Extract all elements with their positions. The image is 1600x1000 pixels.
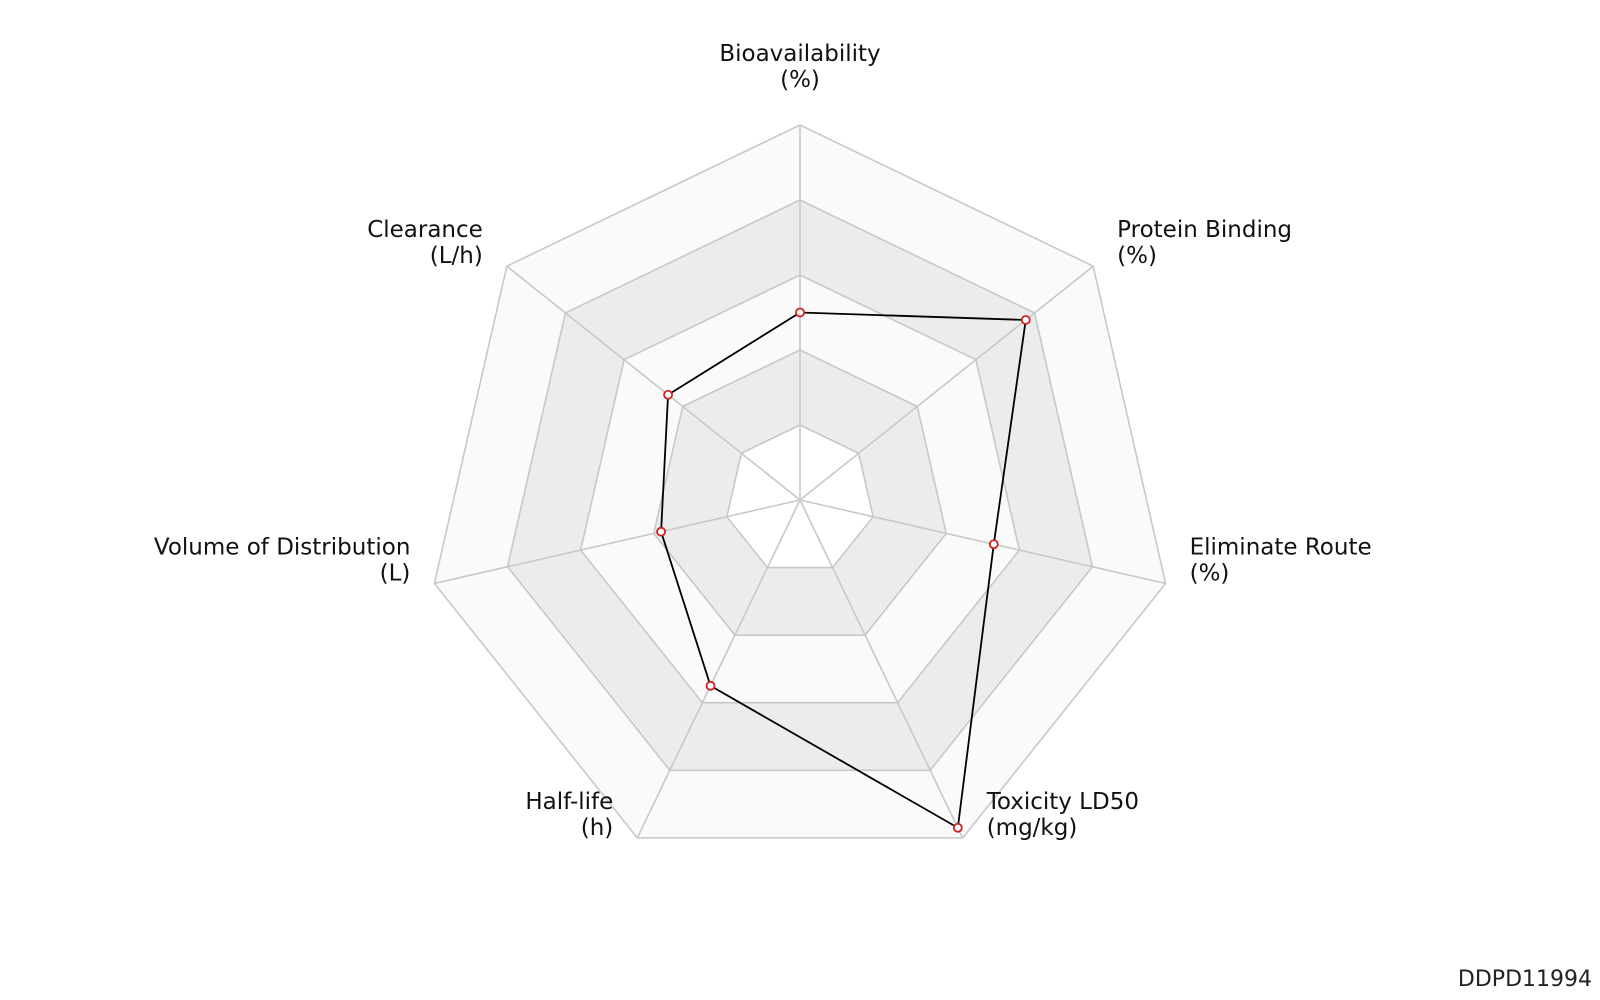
data-point-7: [663, 389, 673, 400]
axis-label-name-6: Volume of Distribution: [154, 534, 411, 560]
axis-label-name-3: Eliminate Route: [1190, 534, 1372, 560]
axis-labels: Bioavailability (%)Protein Binding (%)Elim…: [154, 41, 1372, 841]
axis-spoke-4: [799, 499, 964, 839]
ring-gridline-3: [579, 274, 1021, 704]
axis-spoke-5: [636, 499, 801, 839]
axis-label-3: Eliminate Route (%): [1190, 534, 1372, 586]
axis-spoke-2: [799, 265, 1094, 501]
axis-label-unit-3: (%): [1190, 560, 1230, 586]
axis-label-name-5: Half-life: [525, 789, 613, 815]
data-point-2: [1020, 315, 1031, 325]
ring-gridline-1: [726, 424, 874, 569]
ring-gridline-4: [506, 199, 1094, 772]
axis-label-name-1: Bioavailability: [719, 41, 880, 67]
data-point-6: [656, 526, 666, 537]
axis-spoke-7: [506, 265, 801, 501]
axis-label-name-7: Clearance: [367, 217, 483, 243]
axis-label-6: Volume of Distribution (L): [154, 534, 411, 586]
series-line: [660, 311, 1027, 830]
grid-lines: [433, 124, 1167, 839]
axis-label-unit-4: (mg/kg): [987, 815, 1078, 841]
ring-gridline-2: [652, 349, 948, 636]
data-point-1: [795, 307, 805, 318]
axis-label-name-4: Toxicity LD50: [986, 789, 1139, 815]
axis-label-unit-1: (%): [780, 67, 820, 93]
axis-label-unit-7: (L/h): [430, 243, 483, 269]
axis-label-name-2: Protein Binding: [1117, 217, 1292, 243]
axis-spoke-3: [799, 499, 1166, 585]
data-point-5: [705, 680, 716, 691]
axis-label-unit-5: (h): [581, 815, 614, 841]
axis-label-1: Bioavailability (%): [719, 41, 880, 93]
axis-label-unit-2: (%): [1117, 243, 1157, 269]
watermark-id: DDPD11994: [1457, 967, 1592, 992]
ring-gridline-5: [433, 124, 1167, 839]
axis-label-4: Toxicity LD50 (mg/kg): [986, 789, 1139, 841]
axis-label-5: Half-life (h): [525, 789, 613, 841]
data-series: [656, 307, 1031, 833]
axis-label-2: Protein Binding (%): [1117, 217, 1292, 269]
data-point-3: [988, 539, 999, 550]
axis-label-7: Clearance (L/h): [367, 217, 483, 269]
axis-spoke-6: [434, 499, 801, 585]
axis-label-unit-6: (L): [380, 560, 411, 586]
data-point-4: [952, 822, 963, 833]
